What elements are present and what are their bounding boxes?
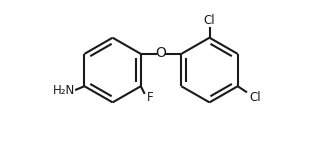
Text: Cl: Cl [204,14,215,27]
Text: H₂N: H₂N [53,84,76,97]
Text: Cl: Cl [249,91,261,103]
Text: O: O [156,46,167,60]
Text: F: F [147,91,154,103]
